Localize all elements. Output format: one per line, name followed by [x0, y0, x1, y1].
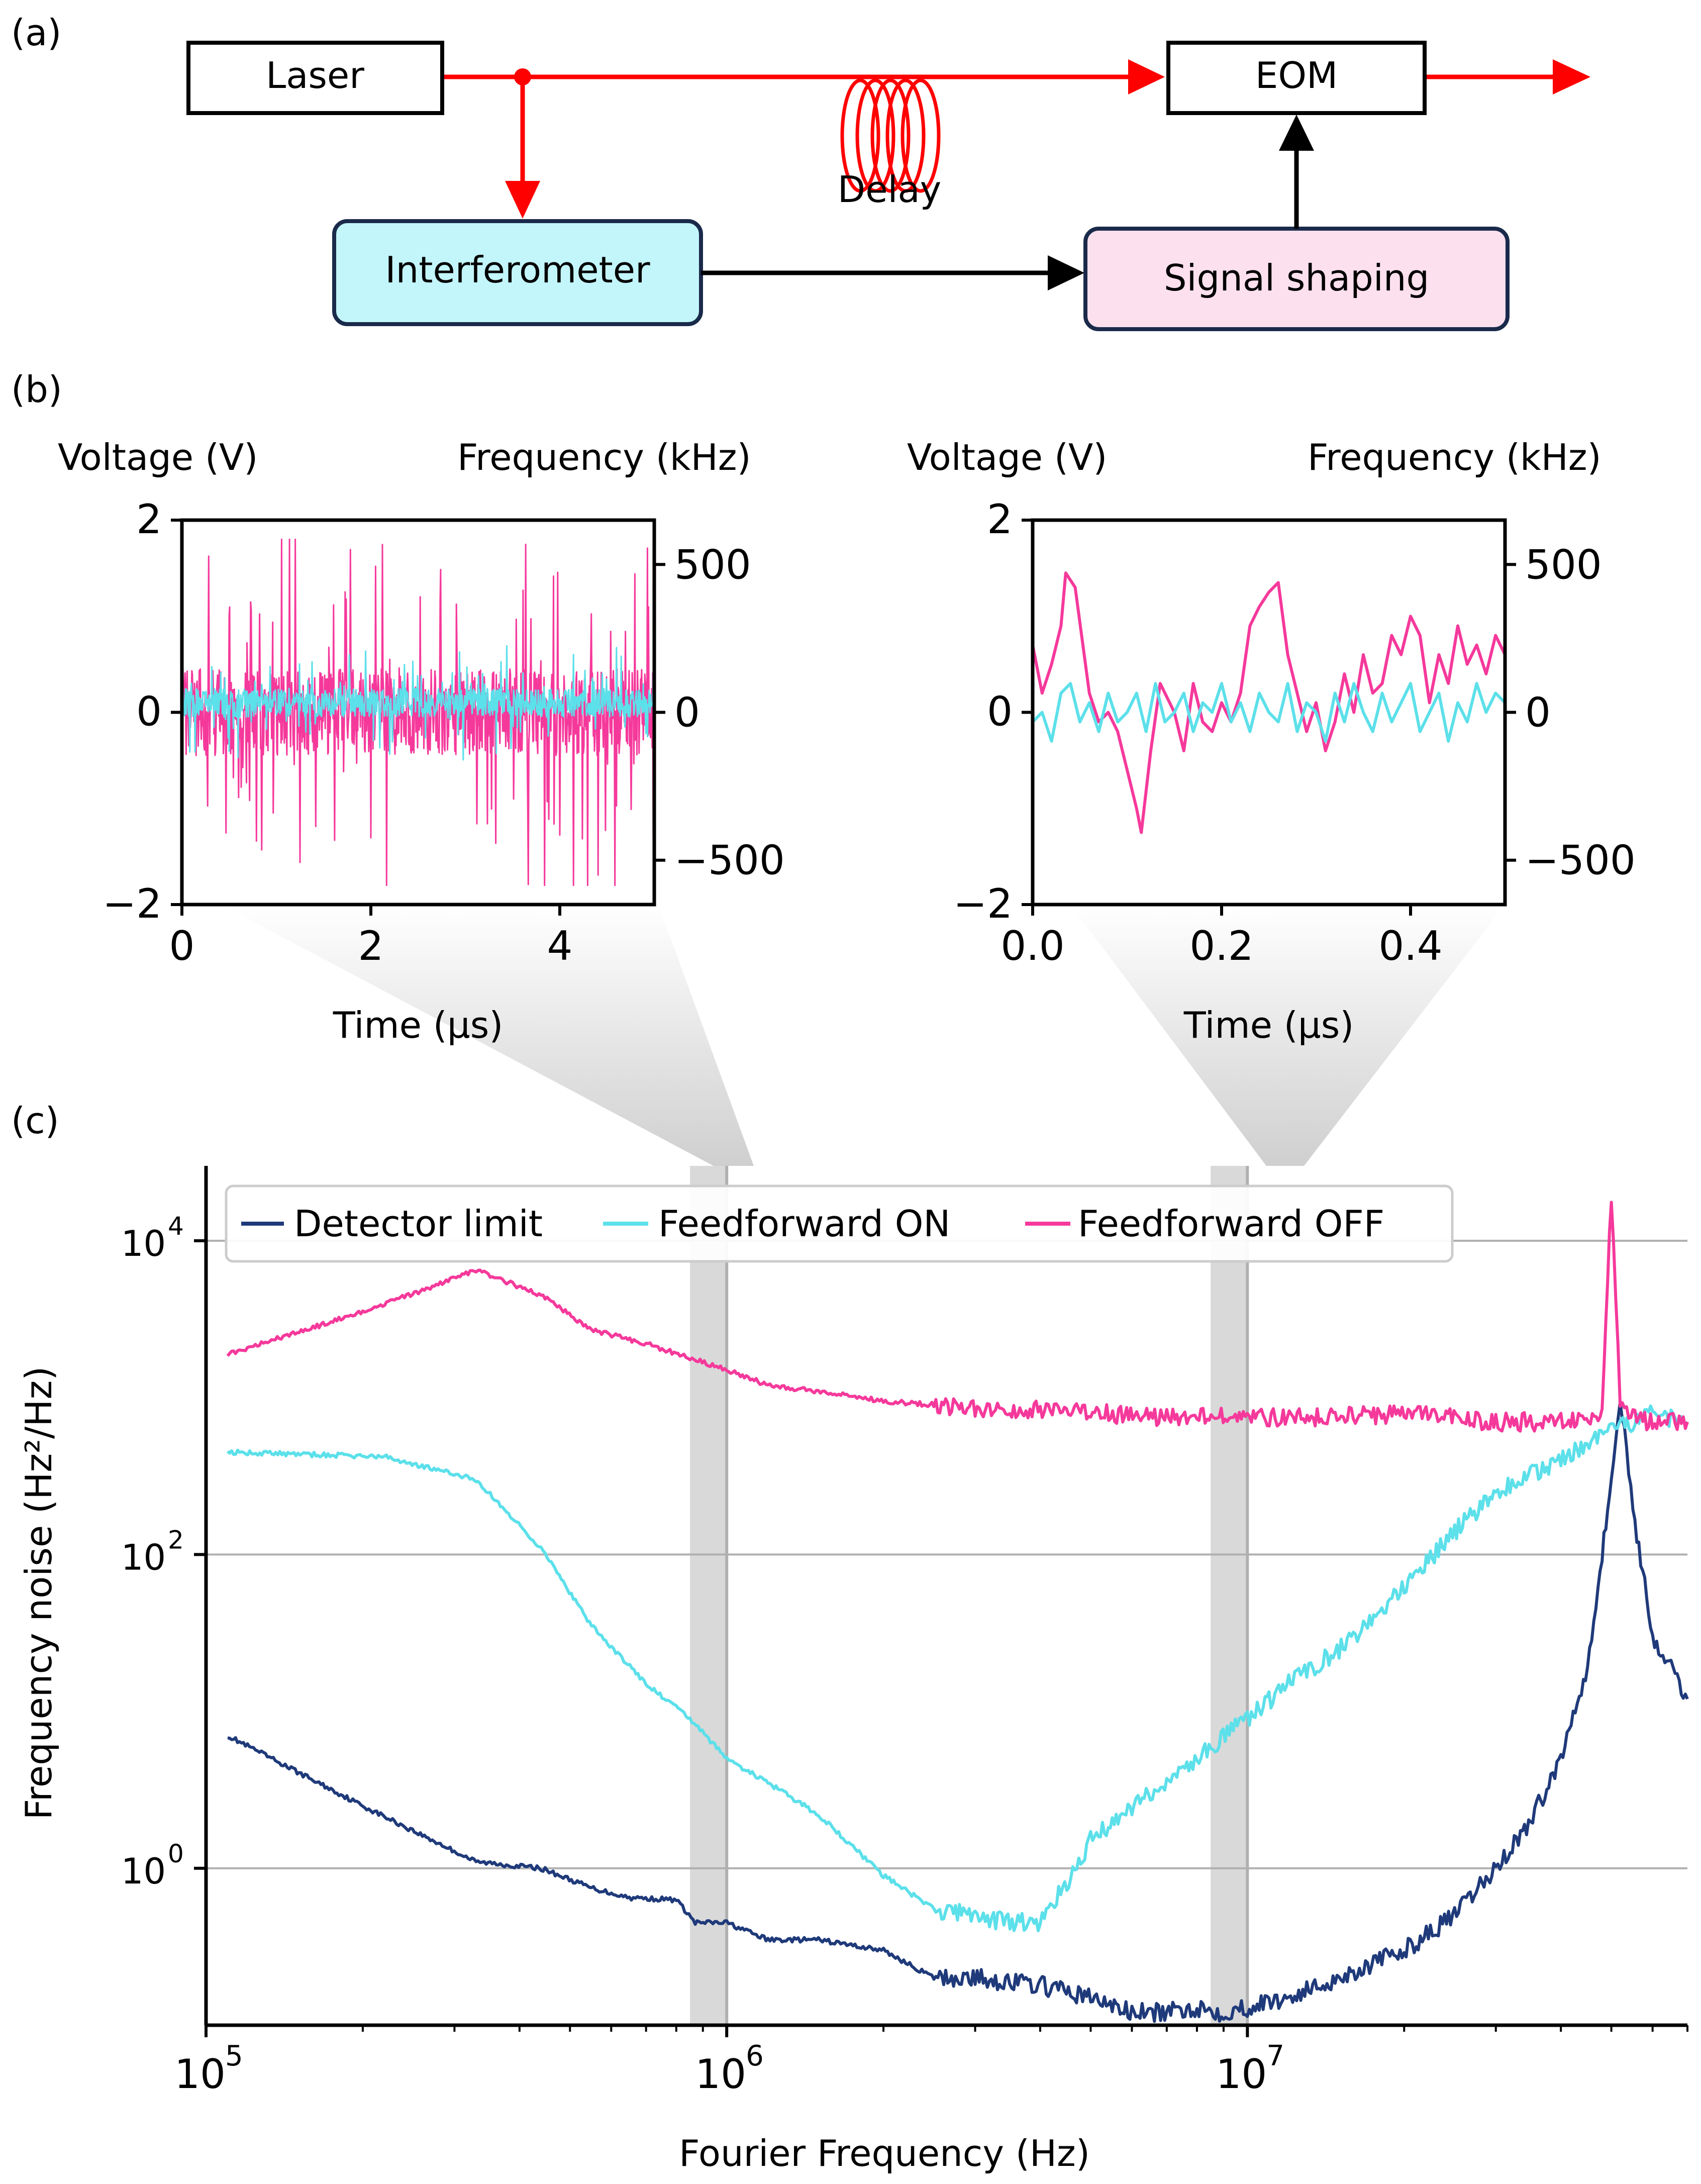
c-ytick-exponent: 2 [168, 1525, 184, 1554]
legend: Detector limit Feedforward ON Feedforwar… [225, 1184, 1454, 1263]
b-left-series-ff-on [181, 645, 655, 761]
zoom-connector-right [1070, 905, 1505, 1166]
b-left-xtick-label: 2 [358, 923, 384, 969]
b-right-xlabel: Time (µs) [1183, 1004, 1354, 1046]
b-left-y2tick-label: −500 [674, 837, 785, 884]
time-trace-right: Voltage (V) Frequency (kHz) Time (µs) −2… [907, 436, 1636, 1046]
b-left-y2label: Frequency (kHz) [457, 436, 751, 478]
c-xtick-exponent: 7 [1266, 2040, 1284, 2072]
b-right-y2tick-label: −500 [1525, 837, 1636, 884]
b-right-ytick-label: −2 [953, 880, 1013, 927]
time-trace-left: Voltage (V) Frequency (kHz) Time (µs) −2… [58, 436, 785, 1046]
b-right-ylabel: Voltage (V) [907, 436, 1107, 478]
eom-box [1166, 41, 1427, 115]
tap-arrowhead [505, 181, 540, 219]
legend-label-ff-on: Feedforward ON [658, 1203, 950, 1245]
b-left-ytick-label: −2 [103, 880, 162, 927]
c-xlabel: Fourier Frequency (Hz) [679, 2132, 1090, 2174]
b-left-ytick-label: 2 [136, 496, 162, 543]
b-right-y2label: Frequency (kHz) [1308, 436, 1602, 478]
b-right-y2tick-label: 0 [1525, 689, 1551, 736]
b-right-xtick-label: 0.4 [1378, 923, 1442, 969]
laser-label: Laser [266, 54, 364, 96]
output-arrowhead [1553, 59, 1590, 94]
c-ytick-label: 10 [121, 1851, 166, 1892]
c-ytick-label: 10 [121, 1223, 166, 1264]
interferometer-label: Interferometer [385, 249, 650, 291]
panel-label-c: (c) [11, 1100, 59, 1142]
c-xtick-exponent: 5 [225, 2040, 243, 2072]
c-ytick-label: 10 [121, 1537, 166, 1578]
signal-shaping-label: Signal shaping [1164, 257, 1429, 299]
b-left-ylabel: Voltage (V) [58, 436, 258, 478]
panel-label-b: (b) [11, 368, 62, 411]
c-series-ff-on [226, 1404, 1689, 1933]
wire-arrowhead-shaping [1048, 255, 1084, 290]
b-left-series-ff-off [181, 538, 655, 886]
c-xtick-label: 10 [174, 2051, 226, 2098]
legend-label-detector: Detector limit [294, 1203, 543, 1245]
delay-coil [840, 78, 941, 193]
c-xtick-label: 10 [695, 2051, 746, 2098]
c-ylabel: Frequency noise (Hz²/Hz) [18, 1366, 60, 1820]
b-right-ytick-label: 0 [987, 688, 1013, 735]
b-right-series-ff-off [1031, 571, 1507, 834]
c-xtick-label: 10 [1216, 2051, 1267, 2098]
c-series-ff-off [226, 1201, 1689, 1433]
eom-label: EOM [1255, 54, 1338, 96]
b-right-xtick-label: 0.2 [1189, 923, 1253, 969]
noise-spectrum: 10 5 10 6 10 710 010 210 4 Fourier Frequency (Hz… [18, 1166, 1689, 2174]
legend-label-ff-off: Feedforward OFF [1078, 1203, 1384, 1245]
b-left-xtick-label: 0 [169, 923, 195, 969]
c-series-detector-limit [227, 1400, 1689, 2023]
b-left-y2tick-label: 500 [674, 541, 751, 588]
b-right-y2tick-label: 500 [1525, 541, 1602, 588]
b-right-xtick-label: 0.0 [1000, 923, 1064, 969]
delay-label: Delay [838, 168, 941, 211]
b-left-xtick-label: 4 [547, 923, 573, 969]
c-ytick-exponent: 0 [168, 1839, 184, 1868]
b-right-ytick-label: 2 [987, 496, 1013, 543]
setup-diagram: Delay Laser EOM Interferometer Signal sh… [186, 41, 1590, 331]
coil-entry [824, 75, 945, 78]
b-left-y2tick-label: 0 [674, 689, 700, 736]
legend-box [225, 1184, 1454, 1263]
b-left-ytick-label: 0 [136, 688, 162, 735]
c-xtick-exponent: 6 [746, 2040, 764, 2072]
laser-box [186, 41, 444, 115]
zoom-band-0 [690, 1166, 727, 2025]
beam-arrowhead-eom [1128, 59, 1165, 94]
b-left-xlabel: Time (µs) [333, 1004, 504, 1046]
c-ytick-exponent: 4 [168, 1212, 184, 1241]
zoom-band-1 [1211, 1166, 1248, 2025]
wire-arrowhead-eom [1279, 115, 1314, 151]
panel-label-a: (a) [11, 12, 61, 54]
zoom-connector-left [221, 905, 754, 1166]
b-right-series-ff-on [1031, 682, 1507, 743]
